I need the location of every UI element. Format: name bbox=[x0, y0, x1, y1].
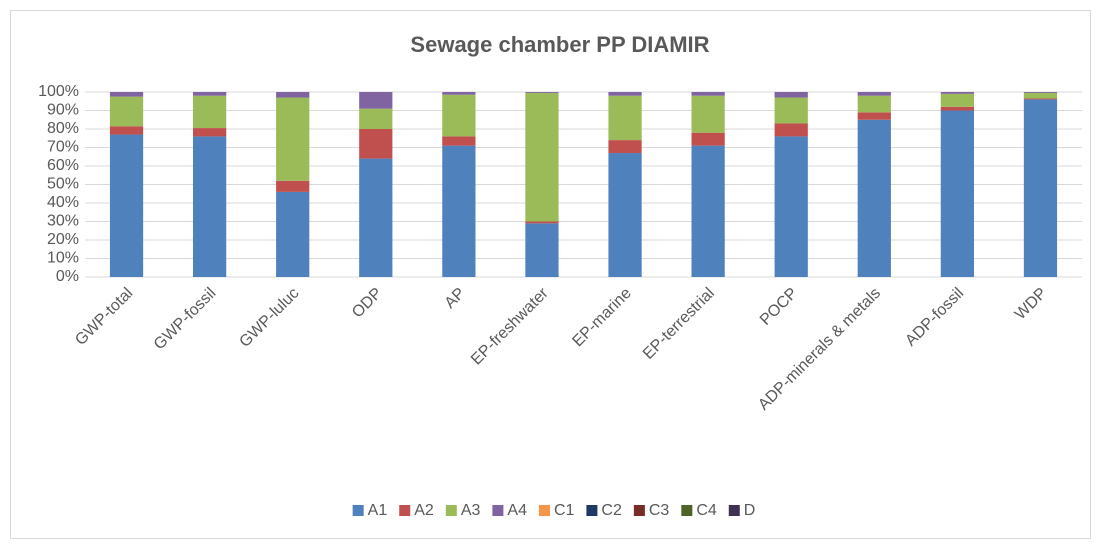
bar-segment bbox=[525, 223, 559, 277]
bar-segment bbox=[193, 128, 227, 137]
bar-segment bbox=[525, 92, 559, 93]
y-tick-label: 60% bbox=[47, 157, 79, 174]
legend-label: D bbox=[744, 502, 756, 519]
bar-segment bbox=[276, 180, 310, 192]
bar-segment bbox=[193, 95, 227, 129]
bar-segment bbox=[940, 110, 974, 277]
bar-segment bbox=[857, 92, 891, 96]
bar-segment bbox=[857, 119, 891, 277]
bar-segment bbox=[442, 145, 476, 277]
legend-swatch bbox=[538, 505, 550, 516]
bar-segment bbox=[691, 132, 725, 146]
bar-segment bbox=[940, 93, 974, 107]
bar-segment bbox=[940, 106, 974, 111]
bar-segment bbox=[359, 108, 393, 129]
bar-segment bbox=[442, 136, 476, 146]
bar-segment bbox=[940, 92, 974, 94]
bar-segment bbox=[857, 95, 891, 113]
legend-label: A3 bbox=[461, 502, 481, 519]
bar-segment bbox=[774, 136, 808, 277]
legend-label: C2 bbox=[601, 502, 622, 519]
legend-label: A1 bbox=[368, 502, 388, 519]
y-tick-label: 10% bbox=[47, 250, 79, 267]
bar-segment bbox=[276, 97, 310, 181]
bar-segment bbox=[193, 92, 227, 96]
bar-segment bbox=[109, 126, 144, 135]
y-tick-label: 70% bbox=[47, 139, 79, 156]
legend-label: C1 bbox=[554, 502, 575, 519]
legend-swatch bbox=[633, 505, 645, 516]
bar-segment bbox=[525, 92, 559, 222]
legend-swatch bbox=[445, 505, 457, 516]
bar-segment bbox=[1023, 99, 1058, 278]
chart-title: Sewage chamber PP DIAMIR bbox=[410, 32, 709, 57]
y-tick-label: 50% bbox=[47, 176, 79, 193]
bar-segment bbox=[442, 94, 476, 137]
bar-segment bbox=[109, 134, 144, 277]
bar-segment bbox=[691, 92, 725, 96]
legend-swatch bbox=[399, 505, 411, 516]
bar-segment bbox=[276, 191, 310, 277]
legend-label: A2 bbox=[414, 502, 434, 519]
bar-segment bbox=[608, 140, 642, 154]
bar-segment bbox=[691, 145, 725, 277]
y-tick-label: 30% bbox=[47, 213, 79, 230]
bar-segment bbox=[608, 153, 642, 277]
bar-segment bbox=[774, 123, 808, 137]
y-tick-label: 0% bbox=[56, 268, 79, 285]
bar-segment bbox=[691, 95, 725, 133]
bar-segment bbox=[109, 92, 144, 97]
bar-segment bbox=[525, 221, 559, 224]
legend-label: A4 bbox=[507, 502, 527, 519]
bar-segment bbox=[359, 129, 393, 159]
bar-segment bbox=[608, 92, 642, 96]
bar-segment bbox=[1023, 98, 1058, 100]
legend-swatch bbox=[681, 505, 693, 516]
bar-segment bbox=[193, 136, 227, 277]
bar-segment bbox=[359, 158, 393, 277]
bar-segment bbox=[1023, 92, 1058, 99]
legend-swatch bbox=[352, 505, 364, 516]
bar-segment bbox=[774, 92, 808, 98]
bar-segment bbox=[359, 92, 393, 109]
bar-segment bbox=[1023, 92, 1058, 93]
y-tick-label: 40% bbox=[47, 194, 79, 211]
legend-label: C3 bbox=[649, 502, 670, 519]
y-tick-label: 20% bbox=[47, 231, 79, 248]
y-tick-label: 90% bbox=[47, 102, 79, 119]
bar-segment bbox=[109, 96, 144, 127]
legend-swatch bbox=[728, 505, 740, 516]
bar-segment bbox=[442, 92, 476, 95]
bar-segment bbox=[857, 112, 891, 120]
legend-swatch bbox=[492, 505, 504, 516]
legend-swatch bbox=[586, 505, 598, 516]
y-tick-label: 80% bbox=[47, 120, 79, 137]
bar-segment bbox=[276, 92, 310, 98]
y-tick-label: 100% bbox=[38, 83, 79, 100]
bar-segment bbox=[608, 95, 642, 141]
bar-segment bbox=[774, 97, 808, 124]
legend-label: C4 bbox=[696, 502, 717, 519]
